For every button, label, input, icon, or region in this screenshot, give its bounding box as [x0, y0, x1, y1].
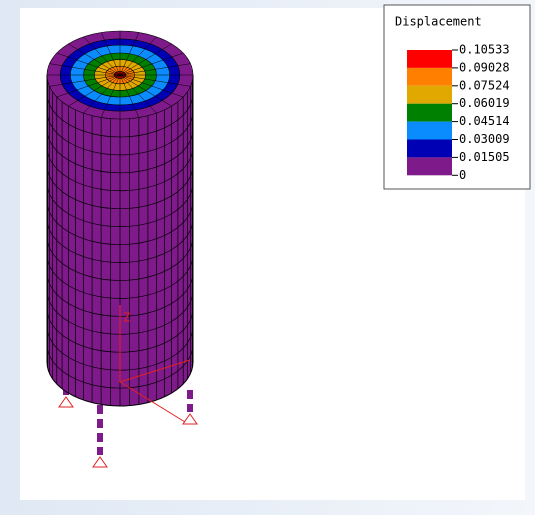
axis-label: Z: [123, 311, 130, 325]
legend-label: 0.10533: [459, 43, 510, 57]
legend-label: 0.07524: [459, 78, 510, 92]
legend-swatch: [407, 104, 452, 122]
legend-label: 0.06019: [459, 96, 510, 110]
legend-label: 0.04514: [459, 114, 510, 128]
legend-label: 0: [459, 168, 466, 182]
legend-swatch: [407, 68, 452, 86]
legend-swatch: [407, 140, 452, 158]
page: Displacement 0.10533 0.09028 0.07524 0.0601…: [0, 0, 535, 515]
viewport: Displacement 0.10533 0.09028 0.07524 0.0601…: [0, 0, 535, 515]
legend-label: 0.01505: [459, 150, 510, 164]
legend-label: 0.03009: [459, 132, 510, 146]
legend-swatch: [407, 50, 452, 68]
legend-swatch: [407, 86, 452, 104]
legend-swatch: [407, 157, 452, 175]
legend-swatch: [407, 122, 452, 140]
legend-label: 0.09028: [459, 60, 510, 74]
legend-title: Displacement: [395, 15, 482, 29]
